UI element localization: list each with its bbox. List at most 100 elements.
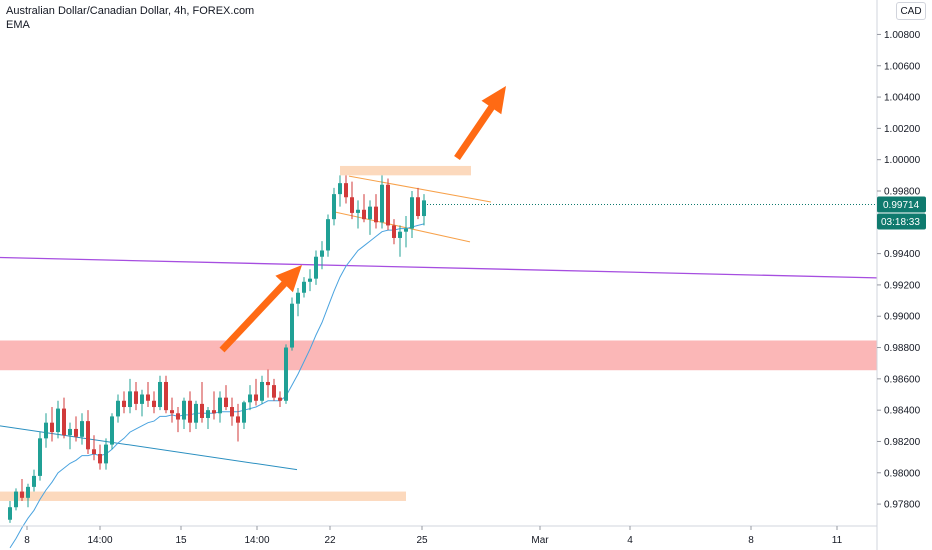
time-tick-label: Mar	[531, 535, 549, 546]
candle-body	[104, 444, 108, 464]
candle-body	[278, 397, 282, 401]
candle-body	[50, 422, 54, 433]
candle-body	[158, 381, 162, 408]
candle-body	[296, 292, 300, 304]
candle-body	[410, 197, 414, 229]
candle-body	[242, 402, 246, 423]
candle-body	[182, 400, 186, 420]
price-tick-label: 0.99800	[884, 186, 921, 197]
candle-body	[122, 400, 126, 408]
time-axis: 8 14:00 15 14:00 22 25 Mar 4 8 11	[24, 526, 843, 546]
candle-body	[218, 397, 222, 414]
candle-body	[236, 416, 240, 423]
time-tick-label: 11	[832, 535, 843, 546]
candle-body	[56, 408, 60, 433]
candle-body	[320, 250, 324, 257]
candle-body	[68, 428, 72, 436]
candle-body	[260, 381, 264, 401]
candle-body	[80, 421, 84, 437]
candle-body	[302, 281, 306, 293]
candle-body	[224, 397, 228, 408]
candle-body	[92, 449, 96, 454]
price-tick-label: 1.00600	[884, 61, 921, 72]
candle-body	[38, 438, 42, 476]
time-tick-label: 4	[627, 535, 633, 546]
price-tick-label: 0.99000	[884, 312, 921, 323]
candle-body	[356, 209, 360, 213]
candle-body	[266, 381, 270, 386]
candle-body	[308, 278, 312, 282]
last-price-tag	[877, 196, 926, 213]
candle-body	[284, 347, 288, 401]
candle-body	[422, 200, 426, 217]
candle-body	[290, 303, 294, 348]
candle-body	[176, 413, 180, 420]
candle-body	[140, 394, 144, 404]
candle-body	[200, 403, 204, 418]
candle-body	[8, 507, 12, 520]
chart-legend: Australian Dollar/Canadian Dollar, 4h, F…	[6, 4, 254, 32]
price-tick-label: 1.00400	[884, 93, 921, 104]
price-tick-label: 1.00000	[884, 155, 921, 166]
candles-layer	[8, 175, 426, 523]
price-tick-label: 1.00800	[884, 30, 921, 41]
candle-body	[314, 256, 318, 279]
arrow-target	[454, 86, 506, 160]
time-tick-label: 8	[748, 535, 754, 546]
candle-body	[272, 385, 276, 398]
last-price-label: 0.99714	[883, 200, 920, 211]
price-tick-label: 1.00200	[884, 124, 921, 135]
candle-body	[152, 400, 156, 408]
candle-body	[362, 209, 366, 220]
price-tick-label: 0.98200	[884, 437, 921, 448]
candle-body	[44, 422, 48, 439]
time-tick-label: 8	[24, 535, 30, 546]
candle-body	[86, 421, 90, 450]
candle-body	[338, 183, 342, 195]
countdown-tag	[877, 213, 926, 230]
candle-body	[350, 197, 354, 213]
support-resistance-zone	[0, 340, 877, 371]
price-tick-label: 0.98600	[884, 374, 921, 385]
time-tick-label: 14:00	[87, 535, 112, 546]
candle-body	[164, 381, 168, 411]
price-tags: 0.99714 03:18:33	[427, 196, 926, 230]
candle-body	[146, 394, 150, 401]
candle-body	[62, 408, 66, 436]
candle-body	[20, 491, 24, 498]
price-tick-label: 0.99400	[884, 249, 921, 260]
candle-body	[134, 391, 138, 404]
target-zone	[340, 165, 471, 176]
candle-body	[326, 219, 330, 251]
candle-body	[254, 394, 258, 401]
candle-body	[368, 206, 372, 220]
horizontal-trend-line	[0, 256, 878, 279]
descending-trend-line	[0, 425, 298, 471]
legend-indicator: EMA	[6, 19, 30, 31]
candle-body	[404, 228, 408, 232]
price-tick-label: 0.98800	[884, 343, 921, 354]
price-tick-label: 0.99200	[884, 280, 921, 291]
candle-body	[170, 410, 174, 414]
time-tick-label: 22	[324, 535, 336, 546]
currency-button[interactable]: CAD	[896, 2, 926, 20]
demand-zone	[0, 491, 406, 501]
arrow-impulse	[219, 265, 302, 353]
legend-title: Australian Dollar/Canadian Dollar, 4h, F…	[6, 5, 255, 17]
time-tick-label: 25	[416, 535, 428, 546]
price-tick-label: 0.97800	[884, 500, 921, 511]
candle-body	[230, 407, 234, 417]
candle-body	[110, 416, 114, 445]
candle-body	[116, 400, 120, 417]
candle-body	[248, 394, 252, 403]
candle-body	[98, 453, 102, 464]
zones-layer	[0, 165, 877, 501]
candle-body	[188, 400, 192, 423]
candle-body	[14, 491, 18, 508]
candle-body	[398, 231, 402, 238]
arrows-layer	[219, 86, 506, 353]
countdown-label: 03:18:33	[881, 217, 920, 228]
candle-body	[32, 475, 36, 487]
candle-body	[416, 197, 420, 217]
